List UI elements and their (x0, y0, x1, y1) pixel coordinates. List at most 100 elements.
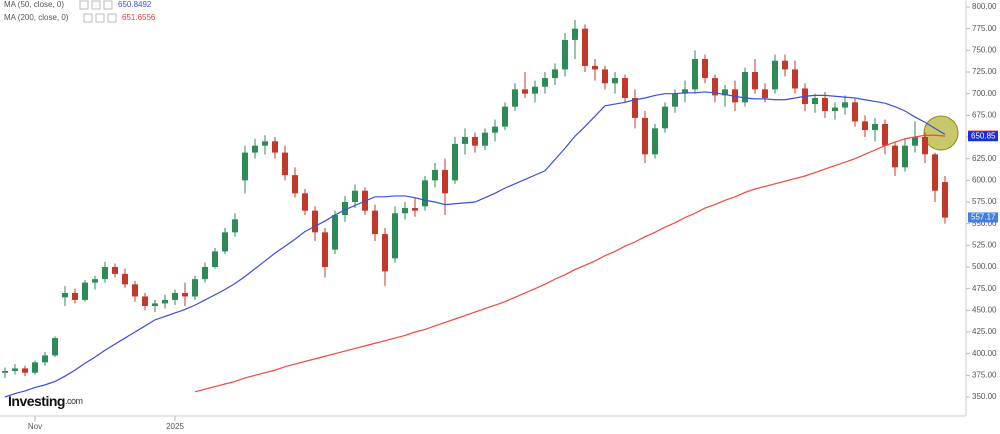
candle-body (292, 175, 298, 194)
candle-body (112, 267, 118, 274)
candle-body (122, 273, 128, 285)
price-tag-label: 557.17 (971, 213, 996, 222)
candle-body (542, 78, 548, 87)
candle-body (702, 59, 708, 79)
y-tick-label: 625.00 (972, 154, 997, 163)
candle-body (232, 219, 238, 233)
y-tick-label: 800.00 (972, 2, 997, 11)
candle-body (612, 78, 618, 84)
candle-body (772, 60, 778, 90)
candle-body (782, 60, 788, 70)
candle-body (82, 282, 88, 300)
candle-body (72, 293, 78, 300)
candle-body (722, 89, 728, 96)
y-tick-label: 375.00 (972, 370, 997, 379)
candle-body (762, 89, 768, 98)
candle-body (852, 102, 858, 122)
ma-line (4, 91, 946, 398)
candle-body (342, 202, 348, 215)
logo-main: Investing (8, 393, 65, 409)
candle-body (302, 193, 308, 211)
candle-body (272, 141, 278, 153)
candle-body (522, 89, 528, 94)
candle-body (752, 72, 758, 90)
logo: Investing.com (8, 393, 82, 409)
candle-body (562, 39, 568, 70)
candle-body (692, 59, 698, 90)
y-tick-label: 575.00 (972, 197, 997, 206)
legend-icon[interactable] (103, 0, 113, 10)
candle-body (372, 210, 378, 235)
candle-body (792, 69, 798, 89)
candle-body (222, 232, 228, 252)
candle-body (212, 251, 218, 267)
candle-body (352, 190, 358, 202)
candle-body (932, 154, 938, 191)
candle-body (132, 284, 138, 297)
x-tick-label: 2025 (166, 422, 184, 431)
y-tick-label: 500.00 (972, 262, 997, 271)
legend-icon[interactable] (95, 13, 105, 23)
legend: MA (50, close, 0) 650.8492 MA (200, clos… (4, 0, 156, 23)
candle-body (842, 102, 848, 108)
candle-body (322, 232, 328, 267)
candle-body (392, 213, 398, 259)
candle-body (62, 293, 68, 298)
candle-body (192, 279, 198, 297)
candle-body (652, 128, 658, 155)
candle-body (682, 89, 688, 94)
y-tick-label: 775.00 (972, 24, 997, 33)
legend-icon[interactable] (107, 13, 117, 23)
y-tick-label: 675.00 (972, 110, 997, 119)
candle-body (242, 152, 248, 181)
candle-body (482, 132, 488, 146)
y-tick-label: 700.00 (972, 89, 997, 98)
candle-body (442, 169, 448, 194)
legend-icon[interactable] (91, 0, 101, 10)
candle-body (202, 267, 208, 280)
candle-body (32, 362, 38, 373)
candle-body (412, 208, 418, 211)
y-tick-label: 400.00 (972, 349, 997, 358)
candle-body (602, 69, 608, 84)
legend-icon[interactable] (83, 13, 93, 23)
candle-body (622, 78, 628, 98)
candle-body (632, 98, 638, 118)
legend-value: 650.8492 (118, 0, 152, 9)
candle-body (252, 145, 258, 153)
candle-body (832, 107, 838, 111)
price-tag (968, 212, 998, 223)
legend-value: 651.6556 (122, 13, 156, 22)
candle-body (102, 267, 108, 280)
candle-body (422, 180, 428, 207)
candle-body (942, 182, 948, 218)
price-tag-label: 650.85 (971, 131, 996, 140)
candle-body (902, 145, 908, 168)
candle-body (12, 368, 18, 371)
candle-body (382, 234, 388, 272)
y-tick-label: 750.00 (972, 45, 997, 54)
candle-body (22, 368, 28, 373)
candle-body (552, 69, 558, 79)
y-tick-label: 600.00 (972, 175, 997, 184)
legend-icon[interactable] (79, 0, 89, 10)
price-tag (968, 131, 998, 142)
y-tick-label: 475.00 (972, 284, 997, 293)
candle-body (512, 89, 518, 107)
candle-body (2, 371, 8, 373)
candle-body (532, 86, 538, 94)
legend-label: MA (50, close, 0) (4, 0, 64, 9)
candle-body (282, 152, 288, 176)
candle-body (162, 299, 168, 304)
candle-body (742, 72, 748, 103)
y-tick-label: 550.00 (972, 219, 997, 228)
candle-body (452, 143, 458, 181)
candle-body (462, 137, 468, 144)
y-tick-label: 350.00 (972, 392, 997, 401)
candle-body (912, 137, 918, 146)
candle-body (862, 121, 868, 131)
candle-body (172, 293, 178, 300)
candle-body (312, 210, 318, 233)
logo-suffix: .com (65, 396, 83, 406)
